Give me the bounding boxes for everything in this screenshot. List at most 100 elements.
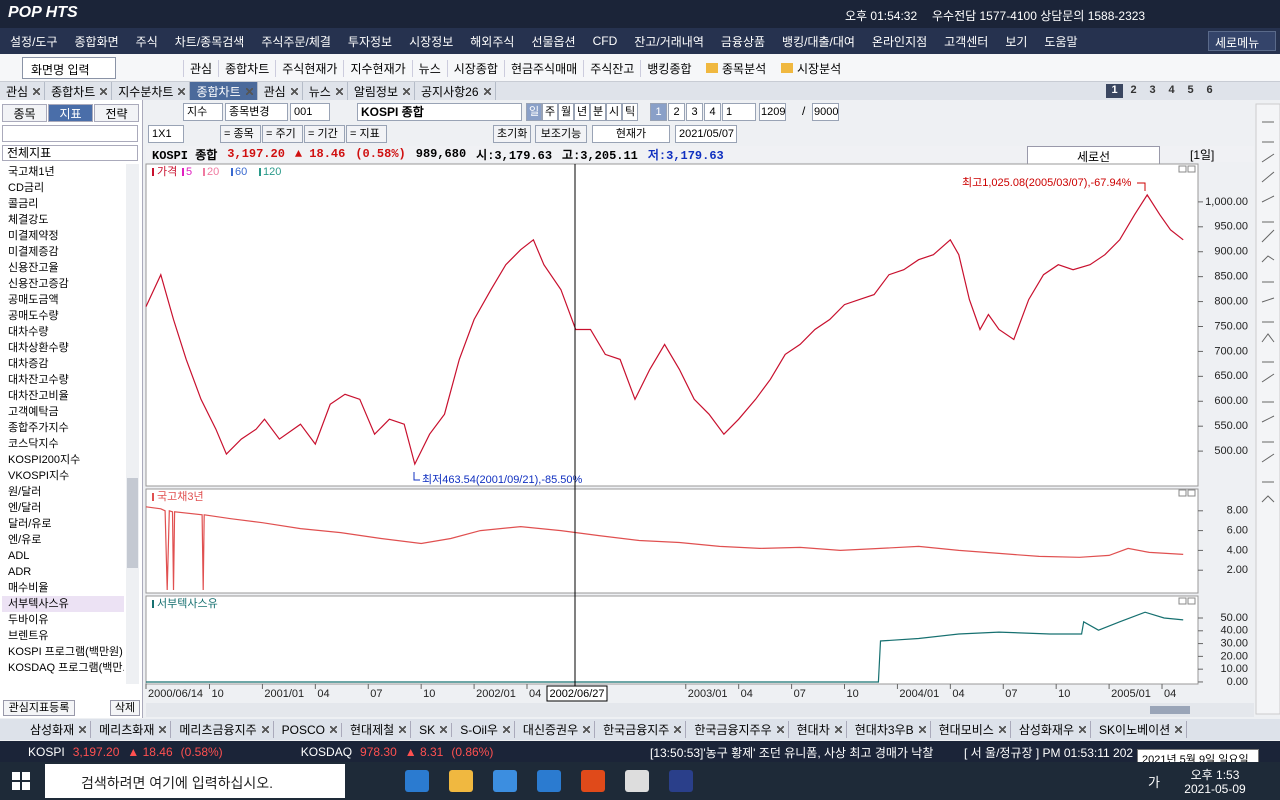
close-icon[interactable] (1175, 726, 1183, 733)
indicator-item[interactable]: 대차잔고수량 (8, 374, 69, 386)
market-select[interactable]: 지수 (183, 103, 223, 121)
close-icon[interactable] (33, 87, 41, 95)
menu-item[interactable]: 보기 (1005, 34, 1028, 49)
menu-item[interactable]: 뱅킹/대출/대여 (782, 34, 855, 49)
taskbar-app[interactable] (537, 770, 561, 792)
panel-button[interactable]: 관심지표등록 (3, 700, 75, 716)
toolbar-button[interactable]: 종합차트 (218, 59, 275, 77)
assist-button[interactable]: 보조기능 (535, 125, 587, 143)
page-button[interactable]: 5 (1187, 84, 1194, 96)
stock-tab[interactable]: 현대모비스 (931, 721, 1011, 738)
close-icon[interactable] (918, 726, 926, 733)
menu-item[interactable]: 주식 (135, 34, 158, 49)
number-button[interactable]: 1 (650, 103, 667, 121)
taskbar-search[interactable]: 검색하려면 여기에 입력하십시오. (45, 764, 345, 798)
page-button[interactable]: 1 (1106, 84, 1123, 98)
indicator-item[interactable]: 브렌트유 (8, 630, 49, 642)
taskbar-app[interactable] (625, 770, 649, 792)
close-icon[interactable] (403, 87, 410, 95)
indicator-item[interactable]: ADL (8, 550, 30, 562)
stock-tab[interactable]: 메리츠금융지주 (171, 721, 274, 738)
reset-button[interactable]: 초기화 (493, 125, 531, 143)
stock-tab[interactable]: 현대차3우B (847, 721, 931, 738)
indicator-item[interactable]: 대차수량 (8, 326, 49, 338)
max-input[interactable]: 9000 (812, 103, 839, 121)
number-button[interactable]: 3 (686, 103, 703, 121)
indicator-item[interactable]: 코스닥지수 (8, 438, 59, 450)
toolbar-button[interactable]: 뉴스 (411, 59, 447, 77)
menu-item[interactable]: 잔고/거래내역 (634, 34, 704, 49)
tab[interactable]: 관심 (258, 82, 303, 100)
menu-item[interactable]: 차트/종목검색 (174, 34, 245, 49)
indicator-item[interactable]: KOSDAQ 프로그램(백만... (8, 662, 124, 674)
stock-tab[interactable]: 대신증권우 (515, 721, 596, 738)
panel-tab[interactable]: 종목 (2, 104, 47, 122)
menu-item[interactable]: 종합화면 (74, 34, 119, 49)
close-icon[interactable] (998, 726, 1006, 733)
close-icon[interactable] (159, 726, 167, 733)
vertical-menu[interactable]: 세로메뉴 (1208, 31, 1276, 51)
indicator-item[interactable]: 콜금리 (8, 198, 39, 210)
option-button[interactable]: = 종목 (220, 125, 261, 143)
close-icon[interactable] (100, 87, 108, 95)
indicator-item[interactable]: 신용잔고증감 (8, 278, 69, 290)
indicator-item[interactable]: 고객예탁금 (8, 406, 59, 418)
taskbar-app[interactable] (669, 770, 693, 792)
period-button[interactable]: 일 (526, 103, 542, 121)
price-mode[interactable]: 현재가 (592, 125, 670, 143)
close-icon[interactable] (245, 87, 253, 95)
menu-item[interactable]: 해외주식 (470, 34, 515, 49)
indicator-item[interactable]: 미결제증감 (8, 246, 59, 258)
close-icon[interactable] (483, 87, 491, 95)
close-icon[interactable] (399, 726, 407, 733)
close-icon[interactable] (502, 726, 510, 733)
panel-tab[interactable]: 전략 (94, 104, 139, 122)
indicator-item[interactable]: KOSPI200지수 (8, 454, 81, 466)
tab[interactable]: 알림정보 (348, 82, 415, 100)
stock-tab[interactable]: POSCO (274, 722, 342, 737)
indicator-item[interactable]: 대차증감 (8, 358, 49, 370)
stock-tab[interactable]: 한국금융지주우 (686, 721, 789, 738)
stock-tab[interactable]: SK (411, 722, 453, 737)
toolbar-button[interactable]: 뱅킹종합 (640, 59, 697, 77)
date-input[interactable]: 2021/05/07 (675, 125, 737, 143)
close-icon[interactable] (261, 726, 269, 733)
indicator-item[interactable]: 신용잔고율 (8, 262, 59, 274)
taskbar-app[interactable] (405, 770, 429, 792)
menu-item[interactable]: 선물옵션 (531, 34, 576, 49)
panel-button[interactable]: 삭제 (110, 700, 140, 716)
toolbar-button[interactable]: 관심 (183, 59, 218, 77)
period-button[interactable]: 년 (574, 103, 590, 121)
period-button[interactable]: 월 (558, 103, 574, 121)
change-select[interactable]: 종목변경 (225, 103, 288, 121)
close-icon[interactable] (440, 726, 448, 733)
menu-item[interactable]: 도움말 (1044, 34, 1078, 49)
menu-item[interactable]: 설정/도구 (10, 34, 58, 49)
close-icon[interactable] (1079, 726, 1087, 733)
close-icon[interactable] (834, 726, 842, 733)
indicator-item[interactable]: 달러/유로 (8, 518, 52, 530)
stock-tab[interactable]: SK이노베이션 (1091, 721, 1188, 738)
toolbar-button[interactable]: 현금주식매매 (503, 59, 583, 77)
indicator-item[interactable]: KOSPI 프로그램(백만원) (8, 646, 123, 658)
tab[interactable]: 관심 (0, 82, 46, 100)
code-select[interactable]: 001 (290, 103, 330, 121)
stock-tab[interactable]: 삼성화재우 (1011, 721, 1092, 738)
menu-item[interactable]: CFD (592, 34, 618, 48)
folder-button[interactable]: 시장분석 (797, 62, 842, 76)
tab[interactable]: 뉴스 (303, 82, 348, 100)
indicator-item[interactable]: 공매도금액 (8, 294, 59, 306)
indicator-item[interactable]: 대차상환수량 (8, 342, 69, 354)
symbol-name[interactable]: KOSPI 종합 (357, 103, 522, 121)
period-button[interactable]: 주 (542, 103, 558, 121)
option-button[interactable]: = 지표 (346, 125, 387, 143)
period-button[interactable]: 시 (606, 103, 622, 121)
stock-tab[interactable]: S-Oil우 (452, 721, 515, 738)
close-icon[interactable] (776, 726, 784, 733)
number-button[interactable]: 2 (668, 103, 685, 121)
menu-item[interactable]: 금융상품 (720, 34, 766, 49)
indicator-item[interactable]: 매수비율 (8, 582, 49, 594)
page-button[interactable]: 6 (1206, 84, 1213, 96)
count-input[interactable]: 1209 (759, 103, 786, 121)
tab[interactable]: 공지사항26 (415, 82, 496, 100)
